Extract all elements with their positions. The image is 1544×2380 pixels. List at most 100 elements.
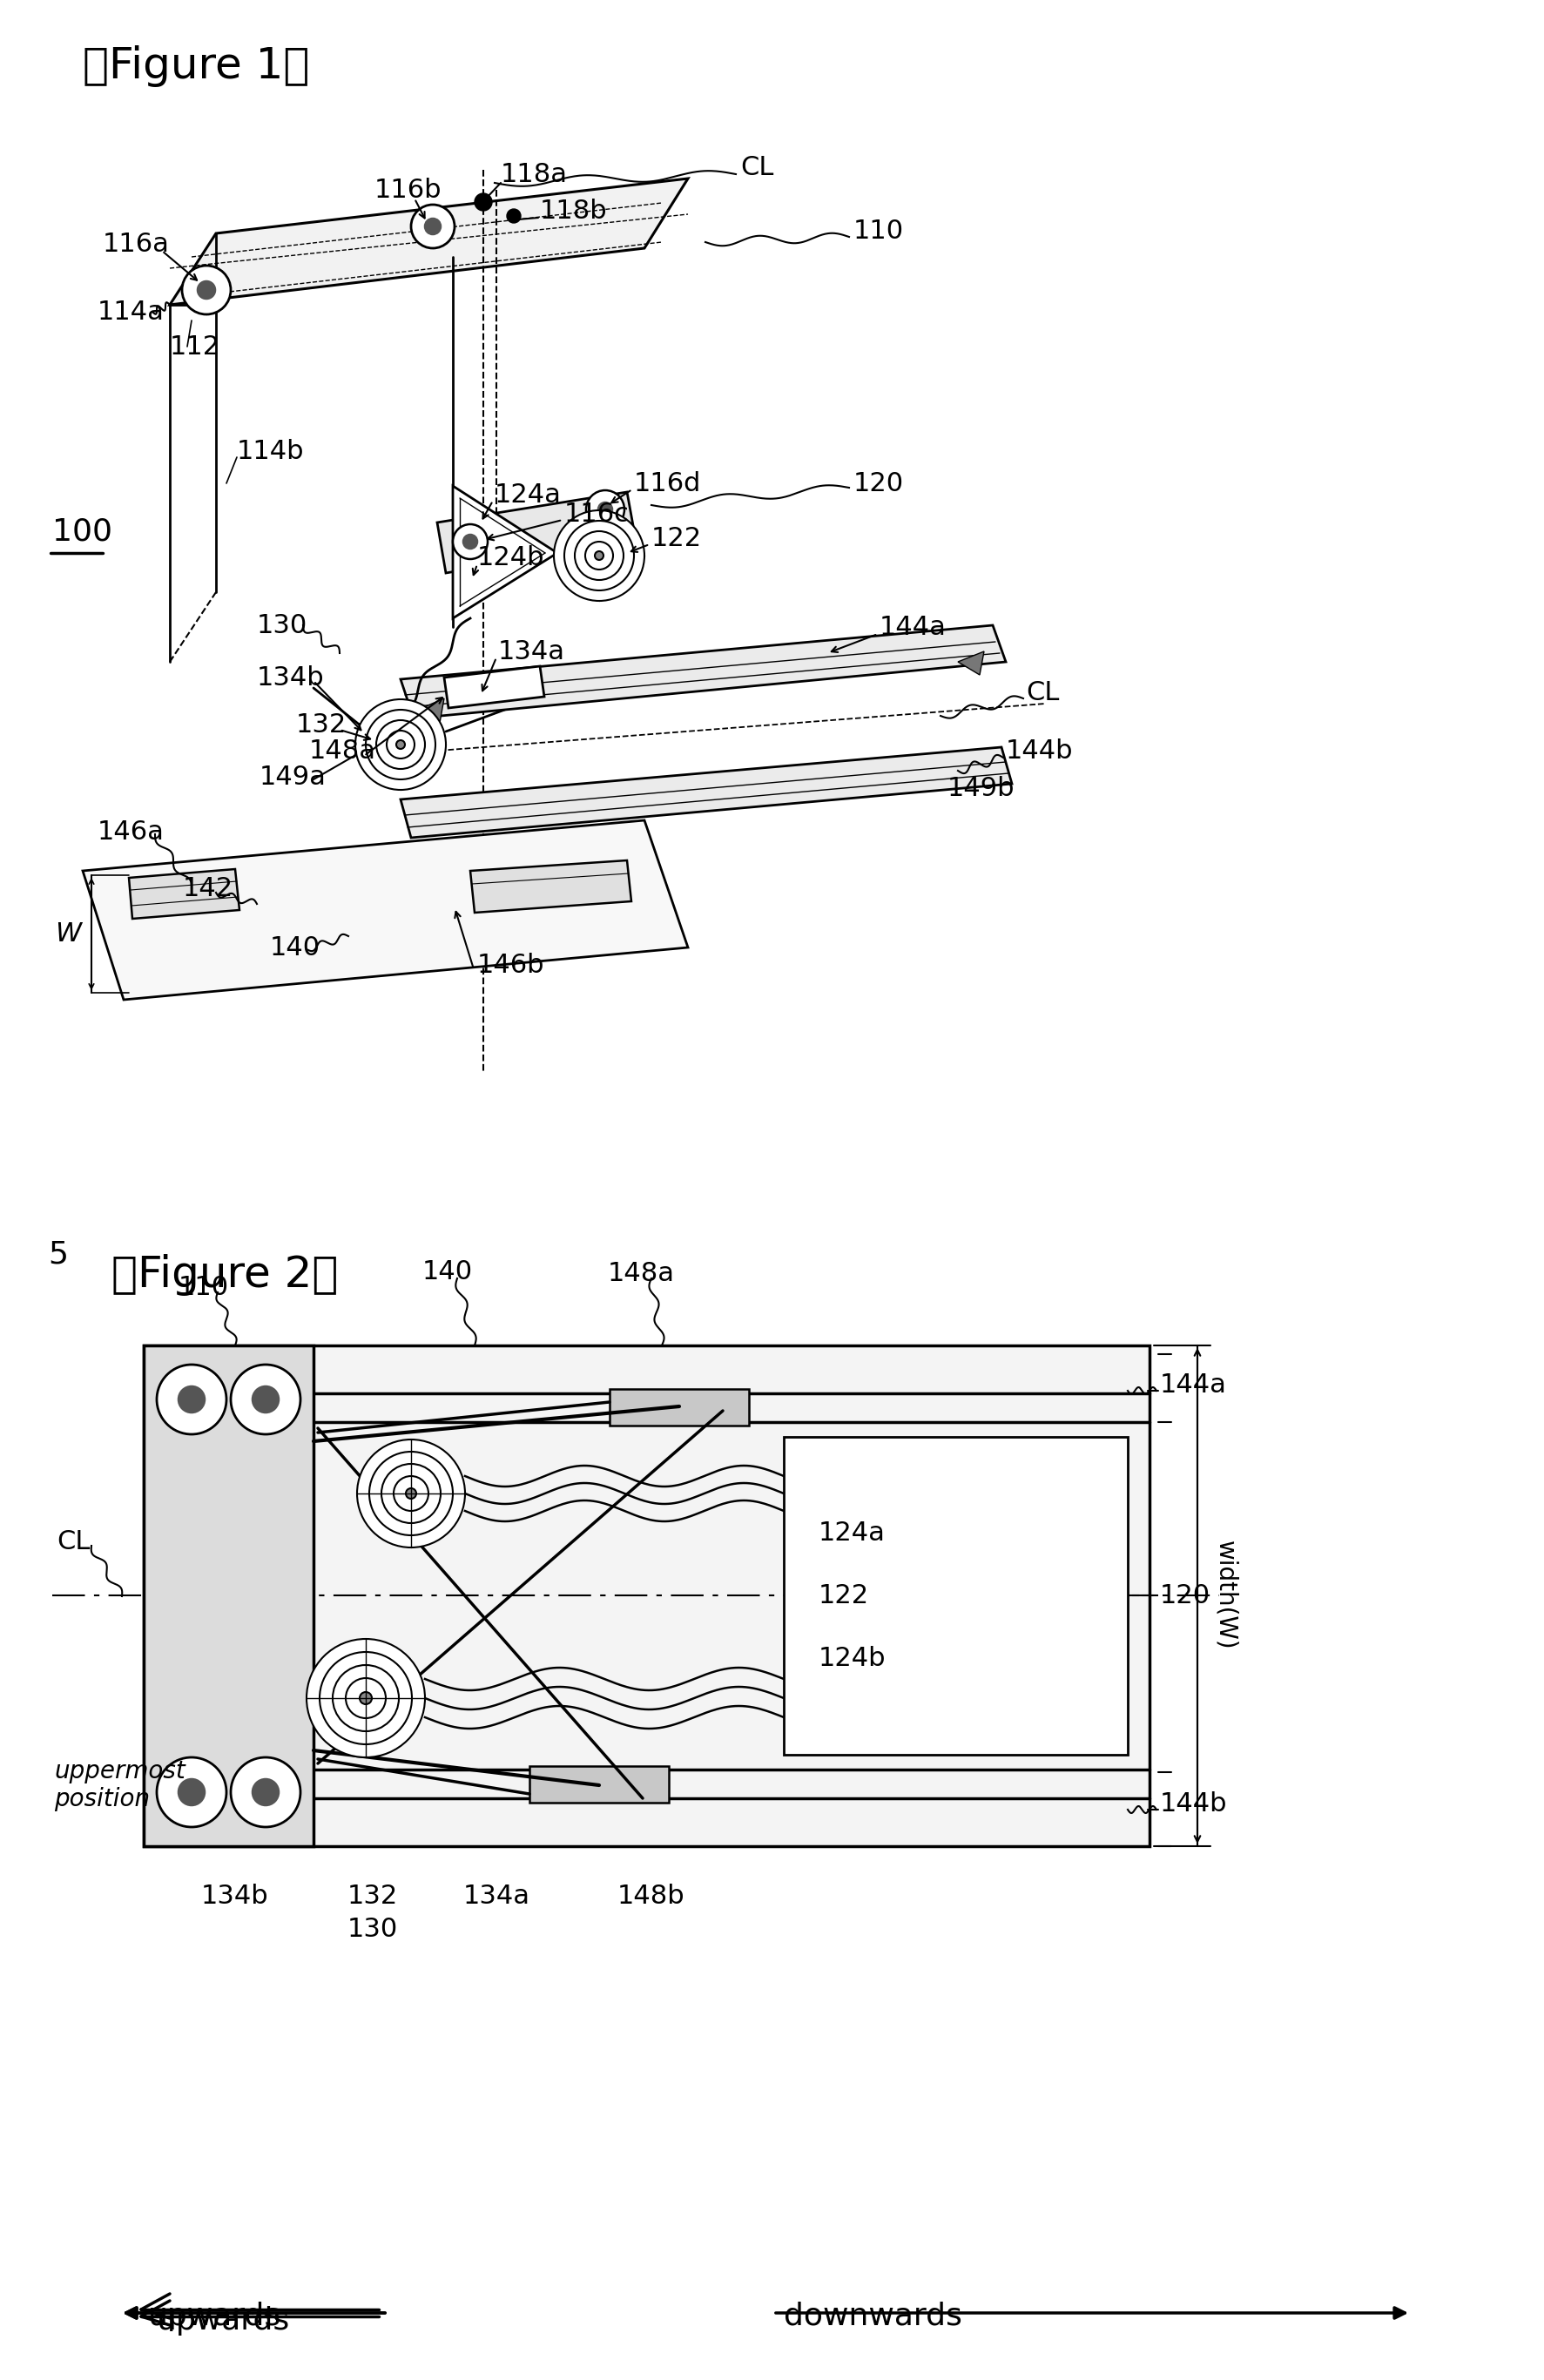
- Text: 149a: 149a: [259, 764, 326, 790]
- Text: CL: CL: [1025, 681, 1059, 704]
- Text: 130: 130: [347, 1916, 398, 1942]
- Circle shape: [381, 1464, 440, 1523]
- Text: 100: 100: [52, 516, 113, 545]
- Text: CL: CL: [57, 1528, 90, 1554]
- Circle shape: [386, 731, 414, 759]
- Circle shape: [452, 524, 488, 559]
- Text: 148a: 148a: [607, 1261, 675, 1285]
- Circle shape: [585, 490, 624, 528]
- Text: upwards: upwards: [148, 2301, 281, 2332]
- Polygon shape: [418, 697, 443, 724]
- Text: 122: 122: [818, 1583, 869, 1609]
- Circle shape: [411, 205, 454, 248]
- Polygon shape: [452, 486, 557, 619]
- Text: 118a: 118a: [500, 162, 568, 186]
- Circle shape: [230, 1364, 300, 1435]
- Text: 144b: 144b: [1160, 1792, 1227, 1816]
- Circle shape: [369, 1452, 452, 1535]
- Circle shape: [252, 1780, 278, 1806]
- Text: 130: 130: [256, 612, 307, 638]
- Polygon shape: [610, 1390, 749, 1426]
- Text: 134a: 134a: [463, 1885, 530, 1909]
- Polygon shape: [83, 821, 687, 1000]
- Text: 144a: 144a: [879, 614, 946, 640]
- Polygon shape: [437, 493, 635, 574]
- Text: 140: 140: [270, 935, 321, 959]
- Circle shape: [252, 1388, 278, 1411]
- Circle shape: [463, 536, 477, 550]
- Circle shape: [357, 1440, 465, 1547]
- Circle shape: [394, 1476, 428, 1511]
- Text: CL: CL: [740, 155, 774, 181]
- Text: 140: 140: [422, 1259, 472, 1285]
- Text: W: W: [54, 921, 80, 947]
- Polygon shape: [170, 178, 687, 305]
- Circle shape: [506, 209, 520, 224]
- Text: downwards: downwards: [783, 2301, 962, 2332]
- Text: 124a: 124a: [818, 1521, 885, 1545]
- Text: 146a: 146a: [97, 819, 164, 845]
- Circle shape: [156, 1756, 227, 1828]
- Text: uppermost
position: uppermost position: [54, 1759, 185, 1811]
- Text: 149b: 149b: [946, 776, 1014, 800]
- Circle shape: [377, 721, 425, 769]
- Polygon shape: [443, 666, 543, 707]
- Circle shape: [574, 531, 624, 581]
- Circle shape: [598, 502, 611, 516]
- Circle shape: [406, 1488, 415, 1499]
- Text: 116d: 116d: [633, 471, 701, 495]
- Circle shape: [366, 709, 435, 778]
- Circle shape: [564, 521, 633, 590]
- Text: 118b: 118b: [539, 198, 607, 224]
- Text: 《Figure 2》: 《Figure 2》: [111, 1254, 338, 1295]
- Text: 《Figure 1》: 《Figure 1》: [83, 45, 309, 88]
- Text: 116a: 116a: [103, 231, 170, 257]
- Circle shape: [474, 193, 491, 212]
- Text: 144a: 144a: [1160, 1371, 1226, 1397]
- Circle shape: [198, 281, 215, 300]
- Text: 120: 120: [852, 471, 903, 495]
- Circle shape: [156, 1364, 227, 1435]
- Polygon shape: [469, 862, 631, 912]
- Text: 112: 112: [170, 333, 221, 359]
- Polygon shape: [144, 1345, 1149, 1847]
- Text: 148a: 148a: [309, 738, 377, 764]
- Text: 116b: 116b: [374, 176, 442, 202]
- Text: 114a: 114a: [97, 300, 164, 324]
- Text: 132: 132: [296, 712, 346, 738]
- Text: 144b: 144b: [1005, 738, 1073, 764]
- Text: 124a: 124a: [494, 483, 562, 507]
- Text: upwards: upwards: [156, 2306, 290, 2335]
- Circle shape: [355, 700, 446, 790]
- Text: 114b: 114b: [236, 438, 304, 464]
- Text: 134b: 134b: [201, 1885, 269, 1909]
- Circle shape: [554, 509, 644, 600]
- Circle shape: [320, 1652, 412, 1745]
- Text: 146b: 146b: [477, 952, 545, 978]
- Polygon shape: [128, 869, 239, 919]
- Circle shape: [594, 552, 604, 559]
- Circle shape: [346, 1678, 386, 1718]
- Circle shape: [425, 219, 440, 233]
- Text: 110: 110: [179, 1273, 229, 1299]
- Text: 122: 122: [652, 526, 701, 550]
- Text: 124b: 124b: [477, 545, 545, 569]
- Circle shape: [395, 740, 405, 750]
- Text: 120: 120: [1160, 1583, 1210, 1609]
- Text: 134b: 134b: [256, 664, 324, 690]
- Text: 132: 132: [347, 1885, 398, 1909]
- Polygon shape: [144, 1345, 313, 1847]
- Circle shape: [360, 1692, 372, 1704]
- Circle shape: [179, 1388, 204, 1411]
- Circle shape: [306, 1640, 425, 1756]
- Circle shape: [182, 267, 230, 314]
- Text: 5: 5: [48, 1240, 68, 1269]
- Text: 110: 110: [852, 219, 903, 243]
- Text: 142: 142: [182, 876, 233, 902]
- Circle shape: [179, 1780, 204, 1806]
- Text: 124b: 124b: [818, 1645, 886, 1671]
- Text: 116c: 116c: [564, 502, 628, 526]
- Polygon shape: [400, 747, 1011, 838]
- Polygon shape: [783, 1438, 1127, 1754]
- Text: 148b: 148b: [618, 1885, 686, 1909]
